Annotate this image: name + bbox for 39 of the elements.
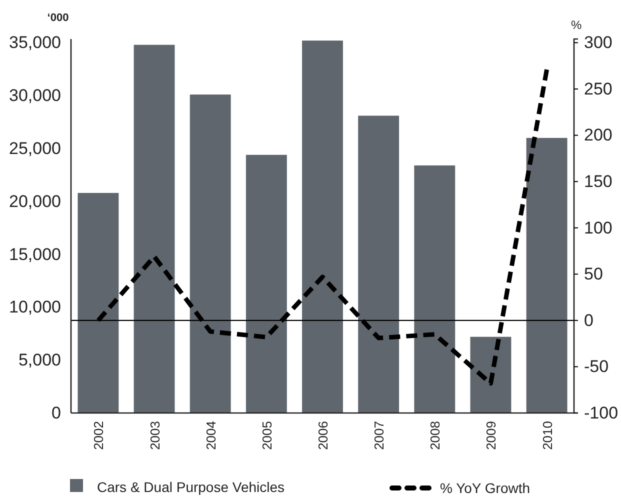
x-tick-label: 2005 [259, 421, 274, 450]
bar [302, 40, 343, 413]
x-tick-label: 2002 [91, 421, 106, 450]
y-tick-label: 30,000 [9, 86, 61, 106]
bar [526, 138, 568, 413]
bar [414, 165, 456, 413]
y2-tick-label: 50 [584, 264, 603, 284]
bar [470, 336, 512, 413]
y-tick-label: 5,000 [18, 350, 61, 370]
bar [134, 44, 175, 413]
y2-tick-label: -50 [584, 357, 609, 376]
y-tick-label: 10,000 [9, 298, 61, 317]
y2-tick-label: -100 [584, 403, 618, 422]
bar [246, 154, 287, 413]
y-tick-label: 20,000 [9, 192, 61, 211]
y-tick-label: 15,000 [9, 244, 61, 264]
y2-tick-label: 0 [584, 310, 594, 330]
x-tick-label: 2004 [203, 421, 218, 450]
y2-tick-label: 250 [584, 79, 612, 98]
x-tick-label: 2007 [372, 421, 387, 450]
bar [190, 94, 231, 413]
x-tick-label: 2009 [484, 421, 499, 450]
x-tick-label: 2008 [428, 421, 443, 450]
y-tick-label: 0 [52, 403, 61, 422]
bar [78, 192, 119, 413]
x-tick-label: 2010 [540, 421, 555, 450]
y-tick-label: 35,000 [9, 33, 61, 52]
y-axis-title: ‘000 [47, 12, 69, 24]
legend-label: Cars & Dual Purpose Vehicles [97, 479, 285, 495]
legend-label: % YoY Growth [440, 480, 530, 496]
x-tick-label: 2003 [147, 421, 162, 450]
y2-axis-title: % [571, 18, 582, 32]
y2-tick-label: 200 [584, 126, 612, 145]
y2-tick-label: 100 [584, 218, 612, 238]
y2-tick-label: 150 [584, 172, 612, 192]
y2-tick-label: 300 [584, 33, 612, 52]
x-tick-label: 2006 [316, 421, 330, 450]
y-tick-label: 25,000 [9, 138, 61, 158]
bar [358, 116, 400, 413]
